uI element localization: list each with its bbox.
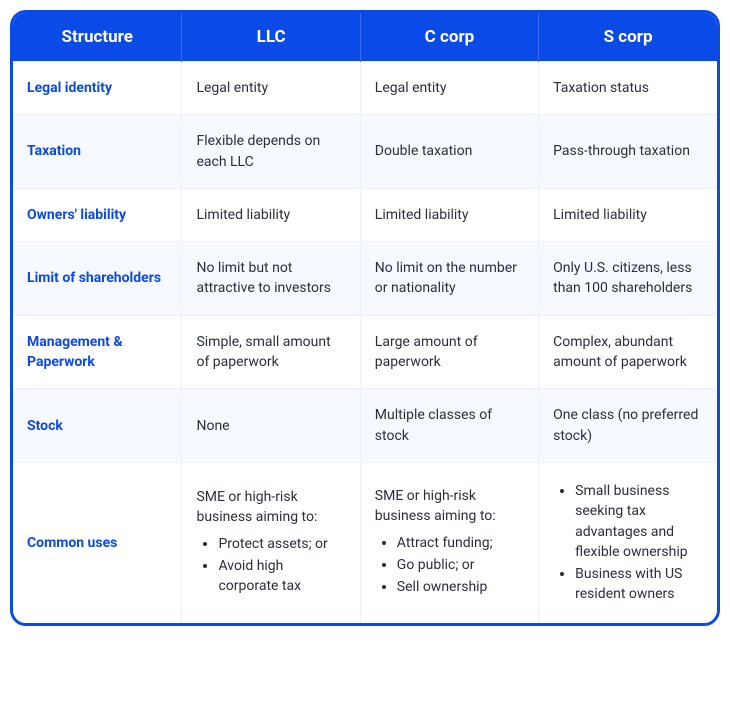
- list-item: Small business seeking tax advantages an…: [575, 481, 703, 562]
- header-ccorp: C corp: [360, 13, 538, 62]
- list-item: Avoid high corporate tax: [218, 556, 345, 597]
- table-header: Structure LLC C corp S corp: [13, 13, 717, 62]
- comparison-table: Structure LLC C corp S corp Legal identi…: [13, 13, 717, 623]
- row-label: Common uses: [13, 462, 182, 622]
- cell-scorp: Complex, abundant amount of paperwork: [539, 315, 717, 389]
- row-label: Limit of shareholders: [13, 242, 182, 316]
- table-row: Taxation Flexible depends on each LLC Do…: [13, 115, 717, 189]
- cell-llc: Flexible depends on each LLC: [182, 115, 360, 189]
- table-row: Management & Paperwork Simple, small amo…: [13, 315, 717, 389]
- cell-ccorp: Limited liability: [360, 188, 538, 241]
- cell-bullets: Small business seeking tax advantages an…: [553, 481, 703, 605]
- table-row: Common uses SME or high-risk business ai…: [13, 462, 717, 622]
- row-label: Stock: [13, 389, 182, 463]
- row-label: Owners' liability: [13, 188, 182, 241]
- row-label: Legal identity: [13, 62, 182, 115]
- header-scorp: S corp: [539, 13, 717, 62]
- cell-bullets: Protect assets; or Avoid high corporate …: [196, 534, 345, 597]
- cell-llc: Limited liability: [182, 188, 360, 241]
- comparison-table-container: Structure LLC C corp S corp Legal identi…: [10, 10, 720, 626]
- cell-llc: SME or high-risk business aiming to: Pro…: [182, 462, 360, 622]
- table-row: Stock None Multiple classes of stock One…: [13, 389, 717, 463]
- table-row: Legal identity Legal entity Legal entity…: [13, 62, 717, 115]
- cell-lead: SME or high-risk business aiming to:: [196, 487, 345, 528]
- cell-scorp: Only U.S. citizens, less than 100 shareh…: [539, 242, 717, 316]
- list-item: Business with US resident owners: [575, 564, 703, 605]
- table-row: Limit of shareholders No limit but not a…: [13, 242, 717, 316]
- cell-llc: None: [182, 389, 360, 463]
- cell-ccorp: Multiple classes of stock: [360, 389, 538, 463]
- cell-scorp: Taxation status: [539, 62, 717, 115]
- cell-scorp: One class (no preferred stock): [539, 389, 717, 463]
- cell-lead: SME or high-risk business aiming to:: [375, 486, 524, 527]
- cell-llc: No limit but not attractive to investors: [182, 242, 360, 316]
- header-llc: LLC: [182, 13, 360, 62]
- cell-bullets: Attract funding; Go public; or Sell owne…: [375, 533, 524, 598]
- header-structure: Structure: [13, 13, 182, 62]
- cell-ccorp: No limit on the number or nationality: [360, 242, 538, 316]
- cell-ccorp: Large amount of paperwork: [360, 315, 538, 389]
- table-row: Owners' liability Limited liability Limi…: [13, 188, 717, 241]
- list-item: Go public; or: [397, 555, 524, 575]
- cell-scorp: Limited liability: [539, 188, 717, 241]
- cell-ccorp: Double taxation: [360, 115, 538, 189]
- list-item: Attract funding;: [397, 533, 524, 553]
- row-label: Management & Paperwork: [13, 315, 182, 389]
- cell-llc: Legal entity: [182, 62, 360, 115]
- cell-ccorp: SME or high-risk business aiming to: Att…: [360, 462, 538, 622]
- cell-scorp: Pass-through taxation: [539, 115, 717, 189]
- cell-scorp: Small business seeking tax advantages an…: [539, 462, 717, 622]
- cell-ccorp: Legal entity: [360, 62, 538, 115]
- row-label: Taxation: [13, 115, 182, 189]
- list-item: Protect assets; or: [218, 534, 345, 554]
- cell-llc: Simple, small amount of paperwork: [182, 315, 360, 389]
- list-item: Sell ownership: [397, 577, 524, 597]
